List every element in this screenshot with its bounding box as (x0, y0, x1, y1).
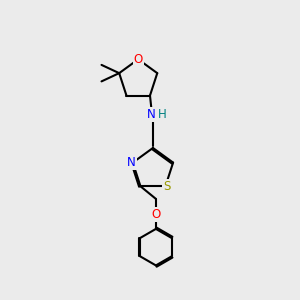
Text: O: O (134, 53, 143, 66)
Text: N: N (147, 108, 156, 121)
Text: S: S (163, 180, 171, 193)
Text: O: O (151, 208, 160, 221)
Text: H: H (158, 108, 167, 121)
Text: N: N (127, 156, 136, 169)
